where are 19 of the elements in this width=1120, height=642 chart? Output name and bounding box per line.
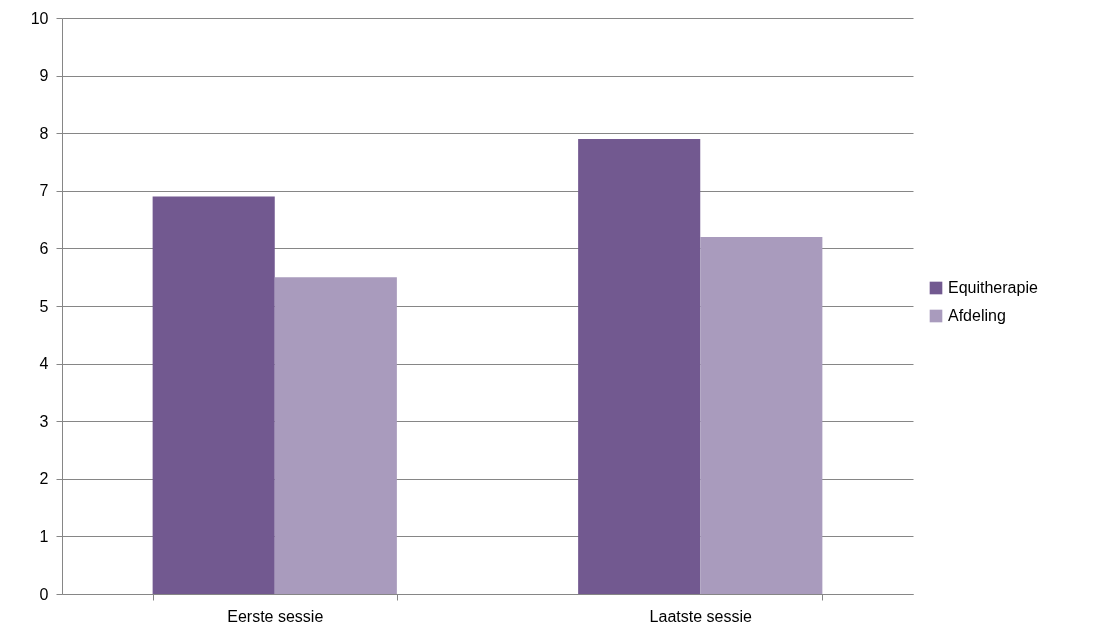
x-tick-label: Eerste sessie [227,607,324,625]
y-tick-label: 8 [39,124,49,142]
y-tick-label: 5 [39,297,49,315]
y-tick-label: 10 [30,9,49,27]
y-tick-label: 3 [39,412,49,430]
y-tick-label: 1 [39,527,49,545]
legend-label: Equitherapie [948,279,1038,296]
bar [274,277,397,594]
legend-label: Afdeling [948,307,1006,324]
y-tick-label: 0 [39,585,49,603]
x-tick-label: Laatste sessie [649,607,752,625]
bar [700,236,823,594]
bar [152,196,275,594]
bar [578,138,701,594]
y-tick-label: 7 [39,182,49,200]
y-tick-label: 2 [39,470,49,488]
y-tick-label: 4 [39,355,49,373]
y-tick-label: 9 [39,67,49,85]
y-tick-label: 6 [39,239,49,257]
